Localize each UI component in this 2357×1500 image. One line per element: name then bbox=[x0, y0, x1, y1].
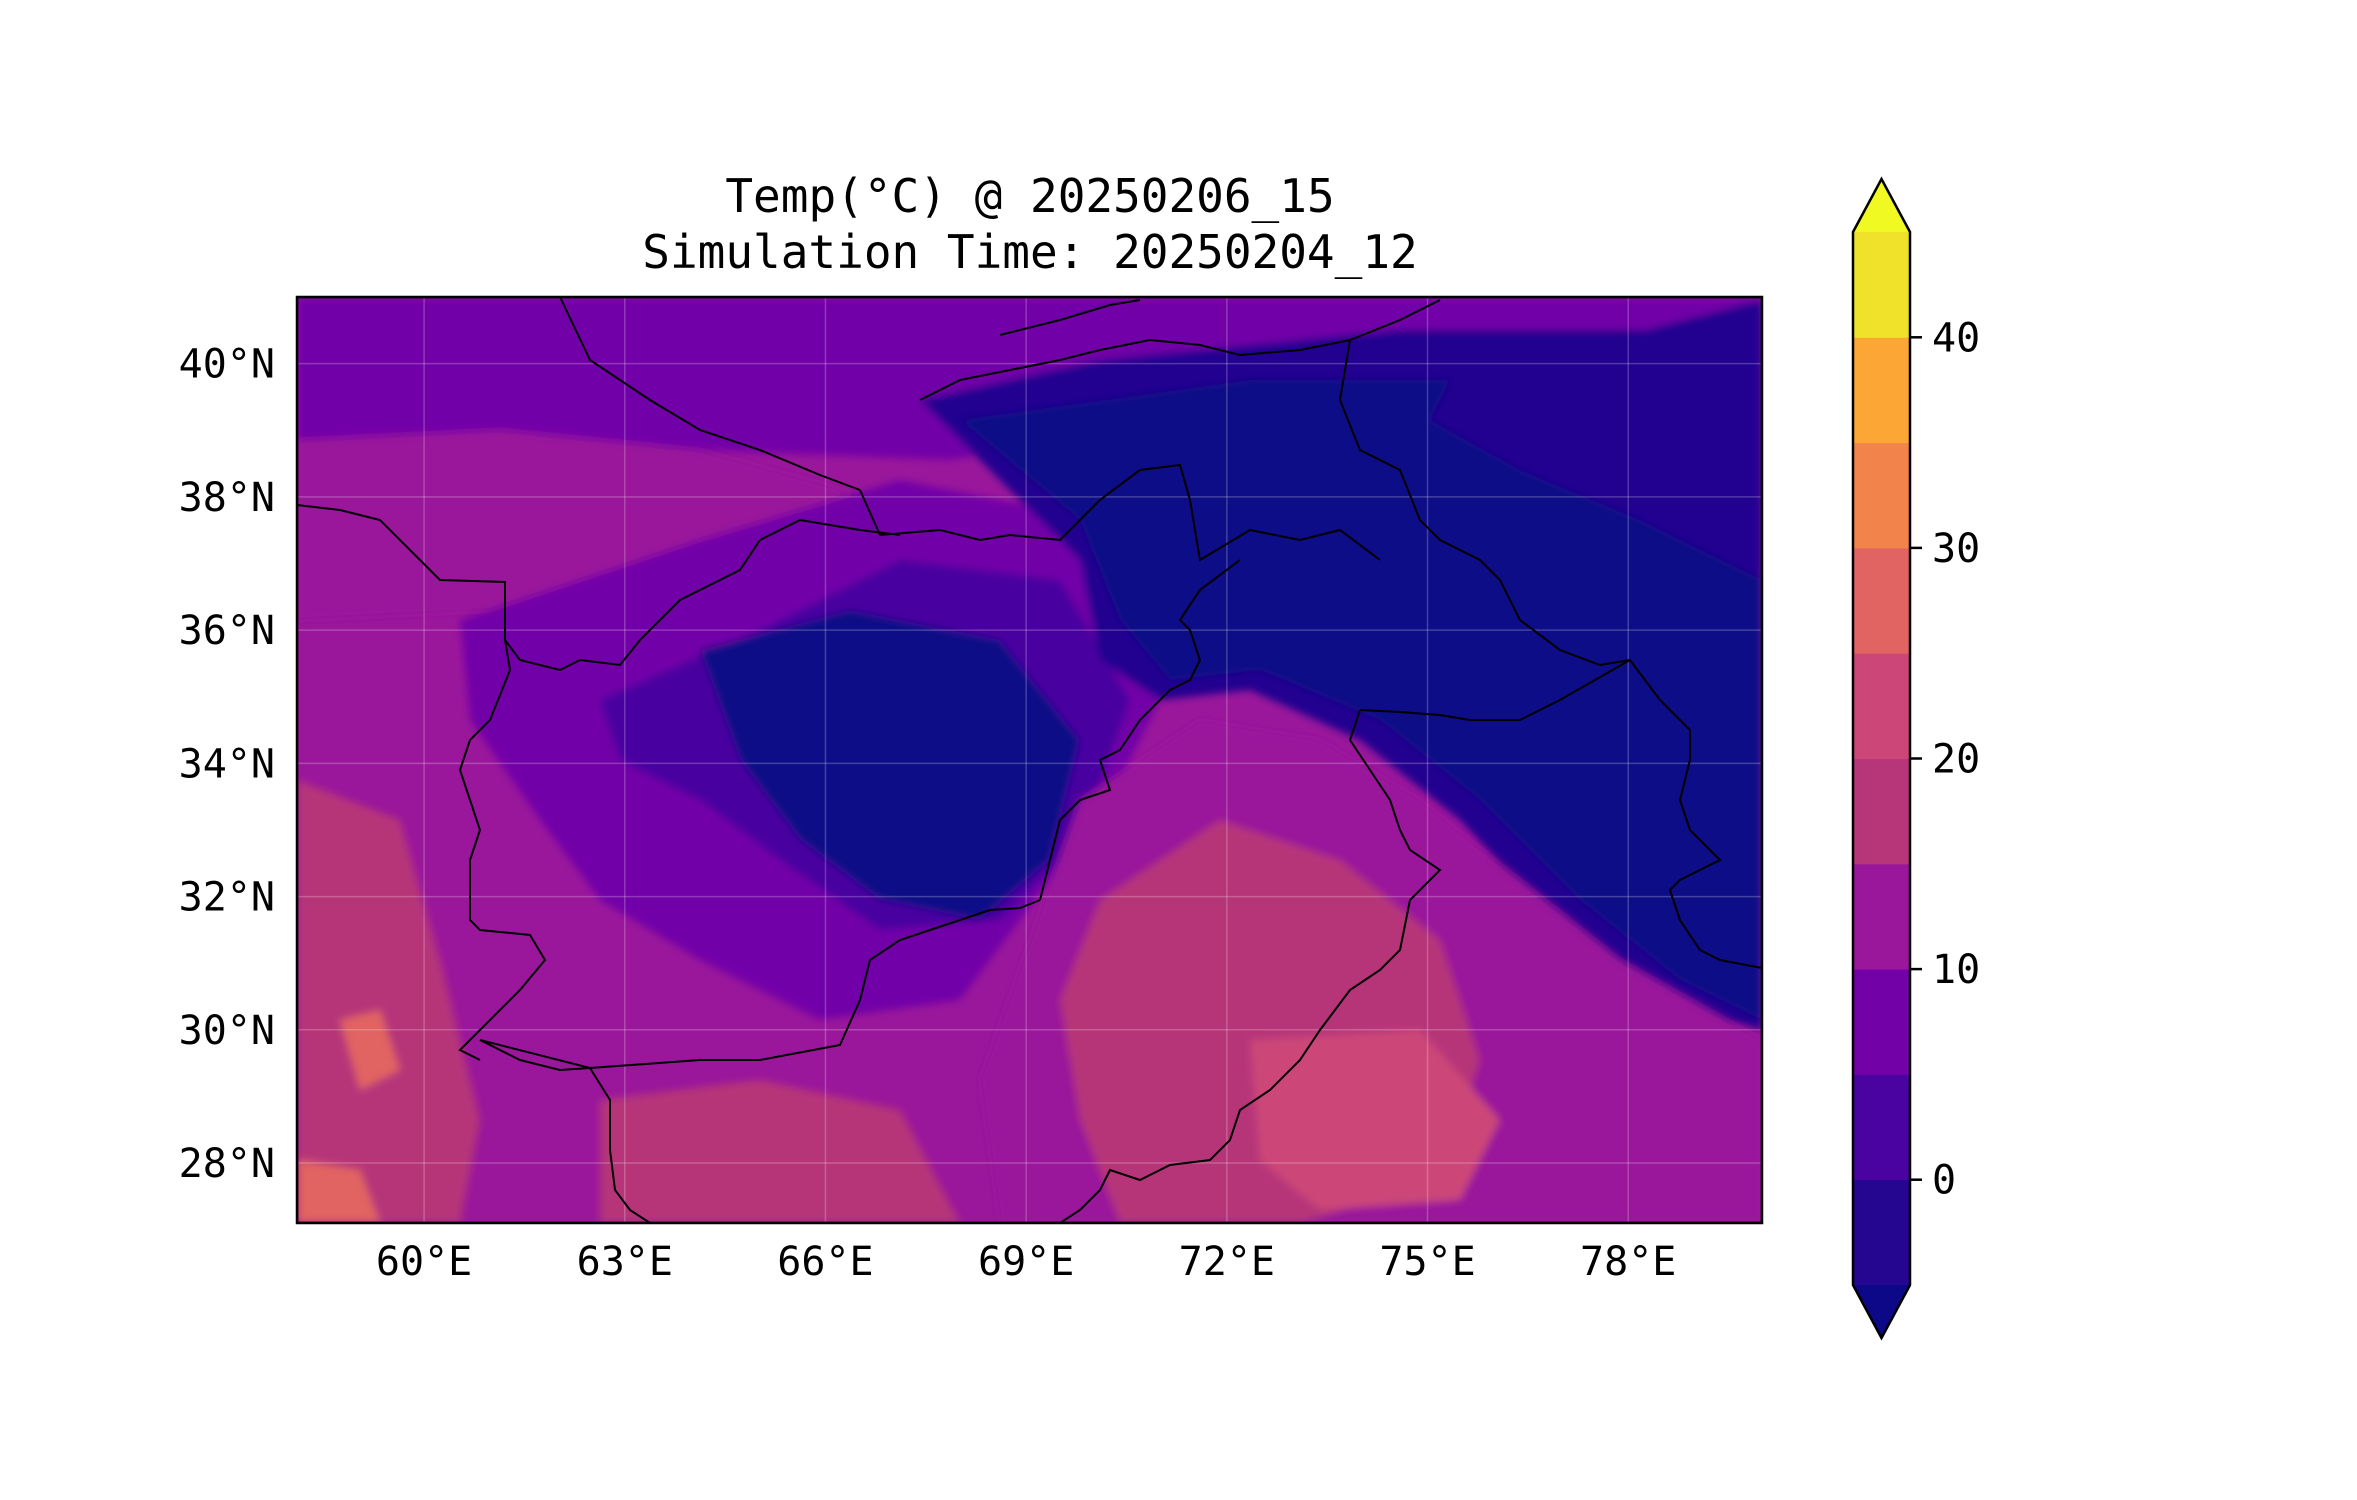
border-afghan-pakistan-south bbox=[479, 899, 1041, 1070]
colorbar-segment bbox=[1853, 337, 1910, 444]
map-title-line1: Temp(°C) @ 20250206_15 bbox=[725, 169, 1334, 223]
border-kyrgyz bbox=[1338, 339, 1441, 541]
y-tick-label: 32°N bbox=[179, 875, 275, 921]
colorbar-tick-label: 40 bbox=[1932, 315, 1980, 361]
colorbar-tick-label: 0 bbox=[1932, 1158, 1956, 1204]
colorbar-segment bbox=[1853, 758, 1910, 865]
contour-makran-hot bbox=[340, 1010, 400, 1090]
border-afghan-tajik bbox=[859, 463, 1381, 562]
x-tick-label: 66°E bbox=[777, 1239, 873, 1285]
map-axes-border bbox=[295, 295, 1764, 1225]
border-iran-afghanistan bbox=[458, 639, 547, 1061]
colorbar-segment bbox=[1853, 969, 1910, 1075]
gridlines bbox=[297, 297, 1762, 1223]
country-borders bbox=[297, 297, 1762, 1223]
contour-west-warm bbox=[297, 430, 880, 620]
y-tick-label: 38°N bbox=[179, 475, 275, 521]
colorbar-over-arrow bbox=[1853, 179, 1910, 232]
y-tick-label: 28°N bbox=[179, 1141, 275, 1187]
contour-far-sw-hot bbox=[297, 1160, 380, 1223]
x-tick-label: 63°E bbox=[577, 1239, 673, 1285]
y-tick-label: 30°N bbox=[179, 1008, 275, 1054]
colorbar: 0 10 20 30 40 bbox=[1851, 176, 1980, 1341]
border-iran-turkmenistan bbox=[297, 504, 901, 672]
contour-central-cold bbox=[700, 610, 1080, 920]
colorbar-segment bbox=[1853, 547, 1910, 654]
border-afghan-pakistan-north bbox=[1039, 559, 1241, 901]
border-tajik-north bbox=[919, 299, 1441, 401]
temperature-contours bbox=[297, 297, 1762, 1223]
x-tick-label: 75°E bbox=[1379, 1239, 1475, 1285]
contour-sw-warm bbox=[297, 780, 480, 1223]
colorbar-segment bbox=[1853, 1179, 1910, 1286]
border-kyrgyz-upper bbox=[999, 299, 1141, 336]
colorbar-tick-label: 10 bbox=[1932, 947, 1980, 993]
colorbar-segment bbox=[1853, 442, 1910, 549]
map-panel bbox=[297, 297, 1762, 1223]
y-tick-label: 40°N bbox=[179, 342, 275, 388]
y-axis-ticks: 28°N 30°N 32°N 34°N 36°N 38°N 40°N bbox=[179, 342, 275, 1187]
contour-himalaya-coldest bbox=[960, 380, 1762, 1020]
x-tick-label: 69°E bbox=[978, 1239, 1074, 1285]
colorbar-under-arrow bbox=[1853, 1285, 1910, 1338]
border-turkmenistan-north bbox=[559, 297, 861, 491]
colorbar-segment bbox=[1853, 653, 1910, 759]
colorbar-tick-label: 30 bbox=[1932, 526, 1980, 572]
border-india-china bbox=[1629, 659, 1762, 969]
contour-tibet bbox=[1430, 300, 1762, 580]
colorbar-tick-label: 20 bbox=[1932, 737, 1980, 783]
border-pakistan-india bbox=[1059, 709, 1442, 1223]
colorbar-segment bbox=[1853, 1074, 1910, 1181]
colorbar-segment bbox=[1853, 863, 1910, 970]
x-tick-label: 78°E bbox=[1580, 1239, 1676, 1285]
y-tick-label: 34°N bbox=[179, 741, 275, 787]
x-axis-ticks: 60°E 63°E 66°E 69°E 72°E 75°E 78°E bbox=[376, 1239, 1676, 1285]
colorbar-segment bbox=[1853, 232, 1910, 338]
map-title-line2: Simulation Time: 20250204_12 bbox=[642, 225, 1417, 279]
contour-thar-hot bbox=[1250, 1030, 1500, 1210]
contour-south-hot bbox=[600, 1080, 960, 1223]
border-iran-pakistan bbox=[479, 1039, 651, 1223]
y-tick-label: 36°N bbox=[179, 608, 275, 654]
x-tick-label: 60°E bbox=[376, 1239, 472, 1285]
x-tick-label: 72°E bbox=[1179, 1239, 1275, 1285]
colorbar-outline bbox=[1851, 176, 1912, 1341]
